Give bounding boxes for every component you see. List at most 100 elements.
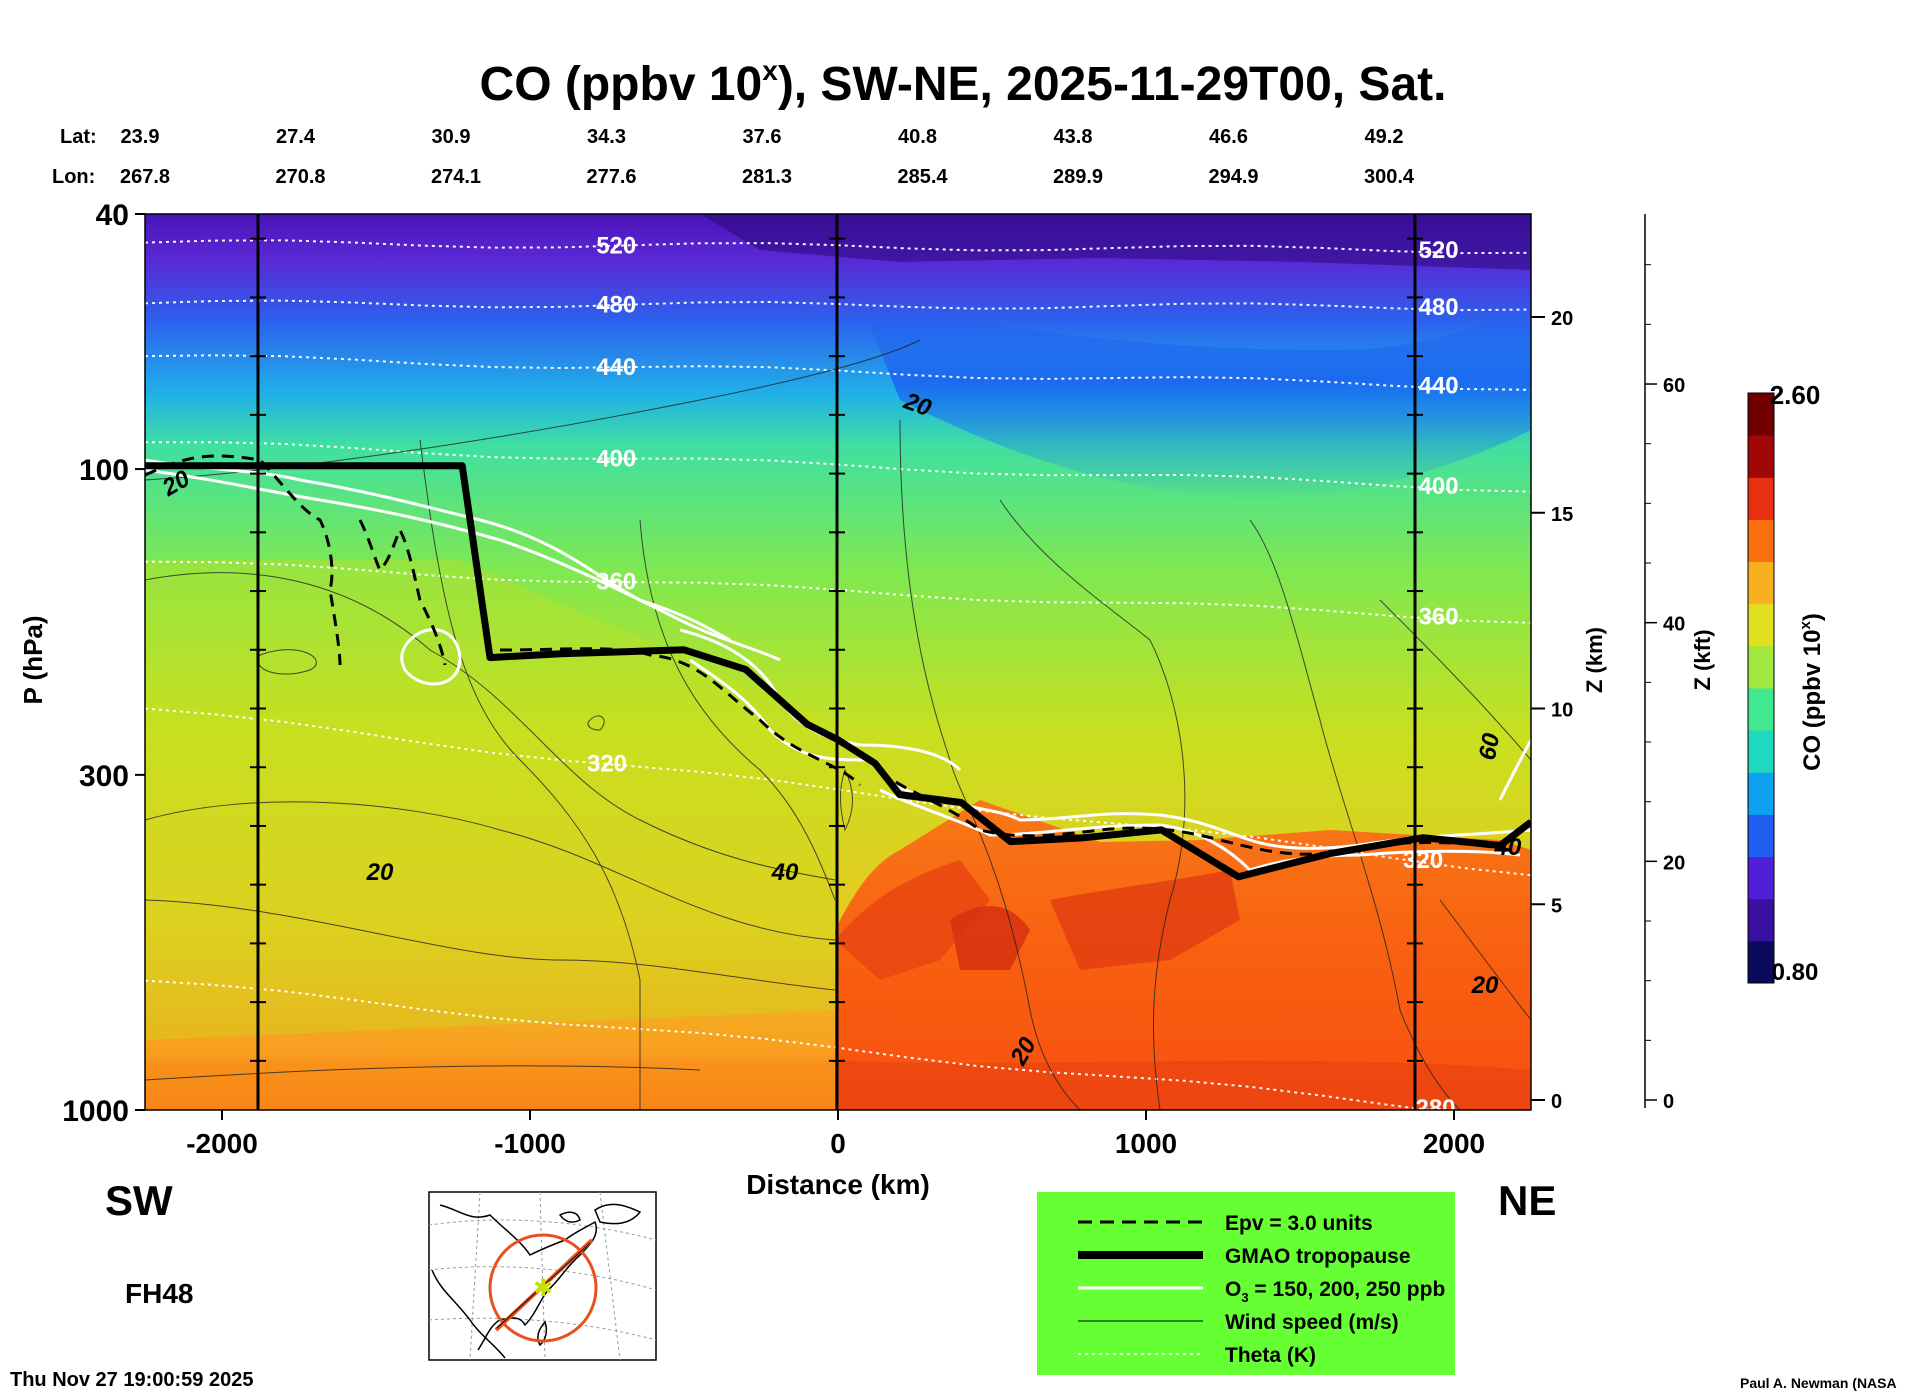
colorbar-segment (1748, 435, 1774, 478)
wind-contour-line (419, 439, 641, 1110)
latitude-value: 37.6 (743, 126, 782, 148)
wind-contour-line (840, 768, 853, 832)
y-tick-label: 1000 (62, 1095, 129, 1128)
longitude-value: 294.9 (1208, 166, 1258, 188)
z-km-tick-label: 10 (1551, 700, 1573, 722)
colorbar-segment (1748, 940, 1774, 984)
colorbar-min-label: 0.80 (1772, 959, 1819, 986)
legend-ozone-label: O3 = 150, 200, 250 ppb (1225, 1278, 1445, 1305)
co-orange-surface (145, 1060, 835, 1110)
latitude-value: 27.4 (276, 126, 316, 148)
wind-contour-line (899, 419, 1081, 1110)
co-yellow-region (145, 560, 840, 1040)
theta-label: 400 (1419, 473, 1459, 500)
theta-label: 320 (1403, 847, 1443, 874)
wind-contour-line (587, 715, 605, 731)
longitude-value: 289.9 (1053, 166, 1103, 188)
z-kft-axis: 0 20 40 60 (1644, 214, 1685, 1113)
lat-label: Lat: (60, 126, 97, 148)
wind-contour-line (639, 519, 836, 901)
legend-theta-label: Theta (K) (1225, 1344, 1316, 1367)
wind-speed-contours (145, 339, 1531, 1110)
epv-contour-line (358, 519, 447, 666)
locator-map: ✱ (428, 1191, 657, 1361)
theta-labels: 520 520 480 480 440 440 400 400 360 360 320 320 280 (587, 232, 1459, 1122)
ozone-contour-line (400, 628, 462, 686)
wind-speed-label: 40 (771, 859, 799, 886)
wind-speed-label: 40 (1494, 834, 1522, 861)
pressure-axis: 40 100 300 1000 (62, 199, 145, 1128)
y-tick-label: 100 (79, 454, 129, 487)
theta-label: 440 (1419, 372, 1459, 399)
co-orange-plume (835, 800, 1531, 1110)
colorbar-segment (1748, 603, 1774, 647)
latitude-row: 23.9 27.4 30.9 34.3 37.6 40.8 43.8 46.6 49.2 (121, 126, 1404, 148)
latitude-value: 49.2 (1365, 126, 1404, 148)
theta-label: 520 (1419, 237, 1459, 264)
forecast-hour: FH48 (125, 1278, 193, 1309)
wind-speed-label: 60 (1474, 731, 1505, 763)
theta-label: 440 (596, 354, 636, 381)
legend: Epv = 3.0 units GMAO tropopause O3 = 150… (1037, 1192, 1455, 1375)
latitude-value: 43.8 (1054, 126, 1093, 148)
ne-label: NE (1498, 1177, 1556, 1224)
colorbar-segment (1748, 730, 1774, 773)
theta-contour-line (145, 979, 1439, 1110)
z-kft-tick-label: 0 (1663, 1091, 1674, 1113)
theta-label: 480 (596, 292, 636, 319)
z-km-axis: 0 5 10 15 20 (1531, 308, 1573, 1113)
colorbar-segment (1748, 688, 1774, 731)
map-coastlines (431, 1203, 642, 1359)
co-red-surface (835, 1060, 1531, 1110)
legend-wind-label: Wind speed (m/s) (1225, 1311, 1399, 1334)
wind-contour-line (1249, 519, 1461, 1110)
x-tick-label: 2000 (1423, 1128, 1485, 1159)
z-km-label: Z (km) (1582, 627, 1607, 693)
x-tick-label: 0 (830, 1128, 846, 1159)
theta-label: 360 (1419, 603, 1459, 630)
z-km-tick-label: 15 (1551, 504, 1573, 526)
z-km-tick-label: 5 (1551, 895, 1562, 917)
colorbar-label: CO (ppbv 10x) (1797, 613, 1826, 771)
distance-axis: -2000 -1000 0 1000 2000 (186, 1110, 1485, 1159)
sw-label: SW (105, 1177, 173, 1224)
colorbar-segment (1748, 772, 1774, 815)
epv-contour-line (499, 647, 862, 787)
latitude-value: 46.6 (1209, 126, 1248, 148)
ozone-contour-line (879, 788, 1521, 872)
theta-label: 280 (1415, 1095, 1455, 1122)
map-range-circle (488, 1233, 598, 1343)
colorbar-segment (1748, 856, 1774, 900)
latitude-value: 30.9 (432, 126, 471, 148)
wind-speed-label: 20 (366, 859, 394, 886)
co-blue-core (860, 300, 1531, 500)
longitude-value: 270.8 (275, 166, 325, 188)
wind-speed-label: 20 (1471, 972, 1499, 999)
map-graticule (428, 1191, 657, 1361)
y-tick-label: 40 (96, 199, 129, 232)
legend-tropopause-label: GMAO tropopause (1225, 1245, 1411, 1268)
colorbar-segment (1748, 519, 1774, 563)
theta-label: 320 (587, 750, 627, 777)
colorbar-segment (1748, 561, 1774, 605)
latitude-value: 34.3 (587, 126, 626, 148)
ozone-contour-line (1498, 739, 1531, 801)
lon-label: Lon: (52, 166, 95, 188)
latitude-value: 23.9 (121, 126, 160, 148)
theta-contour-line (145, 707, 1531, 877)
colorbar-segment (1748, 645, 1774, 689)
wind-contour-line (145, 899, 836, 991)
longitude-row: 267.8 270.8 274.1 277.6 281.3 285.4 289.9 294.9… (120, 166, 1415, 188)
z-kft-tick-label: 60 (1663, 375, 1685, 397)
z-km-tick-label: 20 (1551, 308, 1573, 330)
epv-contour-line (145, 454, 342, 666)
colorbar-segment (1748, 898, 1774, 942)
co-red-core-3 (1050, 870, 1240, 970)
colorbar-frame (1747, 392, 1775, 984)
colorbar (1747, 392, 1775, 984)
colorbar-segment (1748, 814, 1774, 858)
longitude-value: 300.4 (1364, 166, 1415, 188)
x-tick-label: 1000 (1115, 1128, 1177, 1159)
longitude-value: 281.3 (742, 166, 792, 188)
